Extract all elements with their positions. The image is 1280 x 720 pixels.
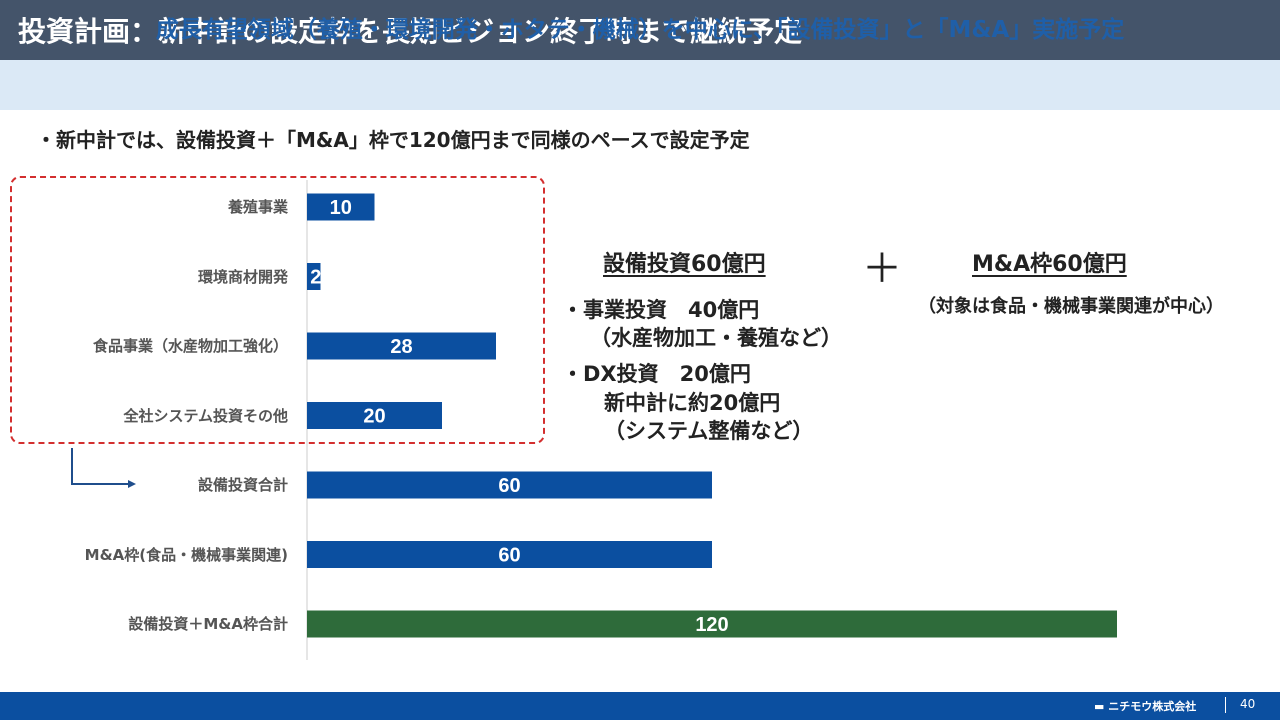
bar-value-label-6: 120: [695, 614, 728, 636]
bar-5: [307, 541, 712, 568]
category-label-4: 設備投資合計: [197, 476, 288, 494]
bar-2: [307, 332, 496, 360]
capex-heading: 設備投資60億円: [603, 252, 766, 277]
bar-value-label-1: 2: [310, 267, 321, 289]
ma-note: （対象は食品・機械事業関連が中心）: [918, 296, 1224, 317]
page-title: 投資計画：新中計の設定枠を長期ビジョン終了時まで継続予定: [18, 15, 803, 48]
ma-heading: M&A枠60億円: [972, 252, 1127, 277]
logo-mark-icon: ▬: [1094, 700, 1105, 713]
category-label-1: 環境商材開発: [197, 267, 288, 286]
connector-arrow: [71, 448, 130, 485]
bar-6: [307, 610, 1117, 638]
capex-line-dx-plan: 新中計に約20億円: [604, 391, 781, 415]
connector-arrowhead: [128, 480, 136, 488]
bar-0: [307, 193, 375, 221]
bar-value-label-4: 60: [498, 475, 520, 497]
title-bar: [0, 0, 1280, 60]
page-number: 40: [1240, 697, 1256, 711]
bar-4: [307, 471, 712, 499]
capex-line-dx: ・DX投資 20億円: [562, 362, 751, 386]
bar-value-label-3: 20: [363, 406, 385, 428]
plus-icon: ＋: [862, 246, 902, 292]
company-logo: ▬ ニチモウ株式会社: [1094, 698, 1196, 714]
page-subtitle: 成長有望領域（養殖・環境開発・ホタテ・機械）を中心に、「設備投資」と「M&A」実…: [155, 17, 1125, 43]
footer-divider: [1225, 697, 1226, 713]
bar-value-label-5: 60: [498, 545, 520, 567]
subtitle-band: [0, 60, 1280, 110]
summary-bullet: ・新中計では、設備投資＋「M&A」枠で120億円まで同様のペースで設定予定: [36, 128, 750, 152]
category-label-0: 養殖事業: [227, 198, 288, 216]
footer-bar: [0, 692, 1280, 720]
capex-line-business: ・事業投資 40億円: [562, 298, 760, 322]
capex-line-dx-detail: （システム整備など）: [604, 419, 814, 443]
category-label-6: 設備投資＋M&A枠合計: [128, 615, 288, 633]
category-label-3: 全社システム投資その他: [123, 406, 288, 425]
bar-3: [307, 402, 442, 429]
category-label-2: 食品事業（水産物加工強化）: [92, 337, 288, 355]
company-name: ニチモウ株式会社: [1108, 700, 1197, 713]
bar-1: [307, 263, 321, 290]
breakdown-highlight-box: [10, 176, 545, 444]
capex-line-business-detail: （水産物加工・養殖など）: [590, 326, 842, 350]
bar-value-label-0: 10: [330, 197, 352, 219]
category-label-5: M&A枠(食品・機械事業関連): [84, 545, 288, 564]
bar-value-label-2: 28: [390, 336, 412, 358]
